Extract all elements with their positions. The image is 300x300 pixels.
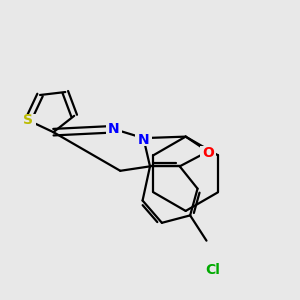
Text: S: S bbox=[22, 113, 32, 127]
FancyBboxPatch shape bbox=[135, 133, 152, 146]
FancyBboxPatch shape bbox=[204, 264, 220, 277]
Text: O: O bbox=[202, 146, 214, 160]
Text: N: N bbox=[138, 133, 149, 147]
FancyBboxPatch shape bbox=[106, 122, 122, 136]
Text: Cl: Cl bbox=[205, 263, 220, 278]
Text: N: N bbox=[108, 122, 120, 136]
FancyBboxPatch shape bbox=[200, 146, 216, 160]
FancyBboxPatch shape bbox=[20, 114, 36, 127]
